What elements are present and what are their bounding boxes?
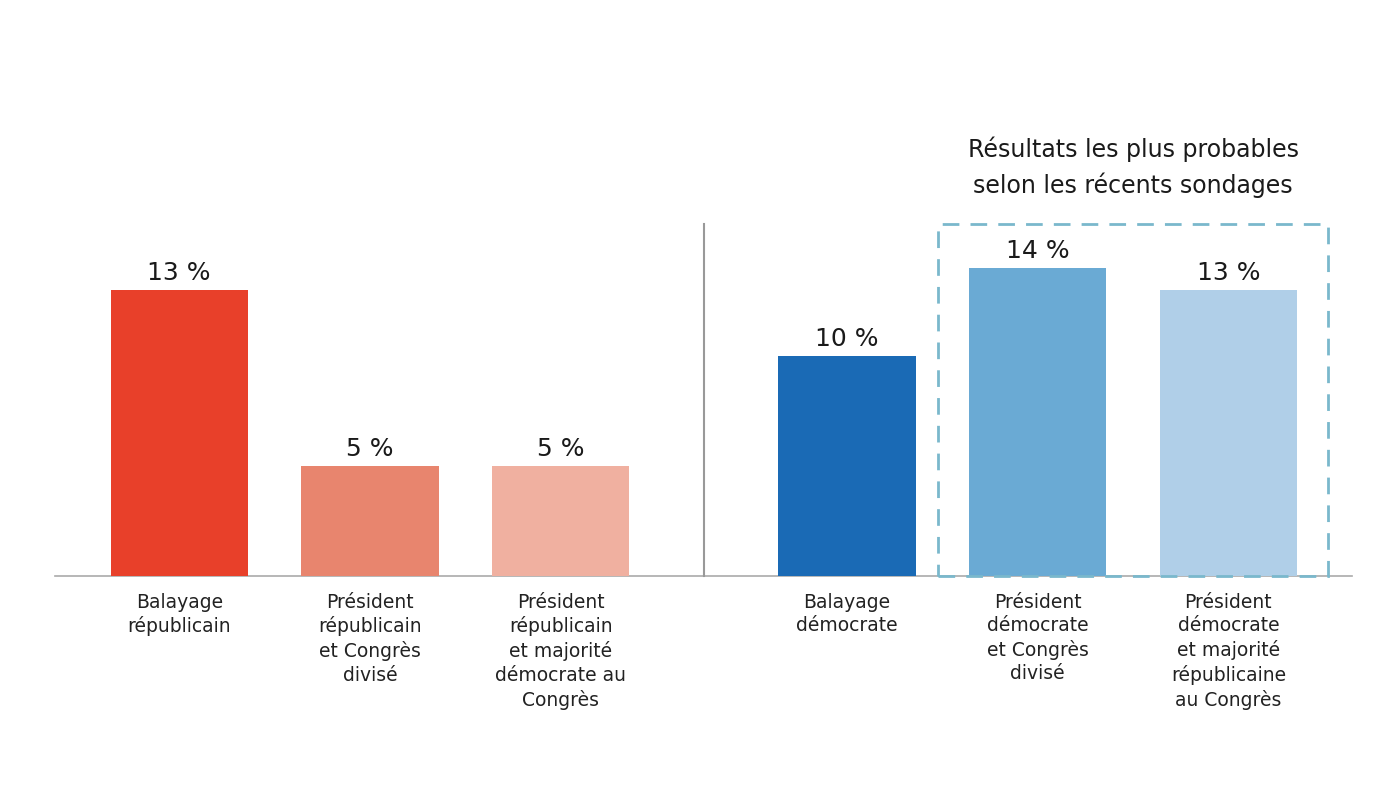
Text: 10 %: 10 % <box>816 326 879 350</box>
Bar <box>493 466 629 576</box>
Bar <box>778 356 915 576</box>
Text: 5 %: 5 % <box>346 437 393 461</box>
Text: 14 %: 14 % <box>1006 238 1070 262</box>
Text: 13 %: 13 % <box>1196 261 1260 285</box>
Bar <box>1159 290 1297 576</box>
Bar <box>969 268 1107 576</box>
Text: 13 %: 13 % <box>148 261 211 285</box>
Text: 5 %: 5 % <box>537 437 585 461</box>
Bar <box>301 466 439 576</box>
Bar <box>110 290 248 576</box>
Text: Résultats les plus probables
selon les récents sondages: Résultats les plus probables selon les r… <box>967 136 1299 198</box>
